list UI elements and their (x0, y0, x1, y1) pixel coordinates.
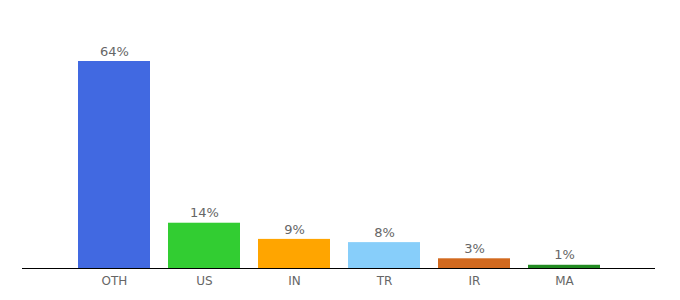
svg-text:8%: 8% (374, 225, 395, 240)
svg-text:TR: TR (376, 274, 393, 288)
svg-text:OTH: OTH (102, 274, 128, 288)
svg-text:1%: 1% (554, 247, 575, 262)
svg-text:3%: 3% (464, 241, 485, 256)
svg-text:MA: MA (555, 274, 574, 288)
svg-text:US: US (196, 274, 212, 288)
svg-text:14%: 14% (190, 205, 219, 220)
svg-text:IR: IR (469, 274, 481, 288)
svg-text:IN: IN (288, 274, 301, 288)
svg-text:64%: 64% (100, 44, 129, 59)
svg-text:9%: 9% (284, 222, 305, 237)
